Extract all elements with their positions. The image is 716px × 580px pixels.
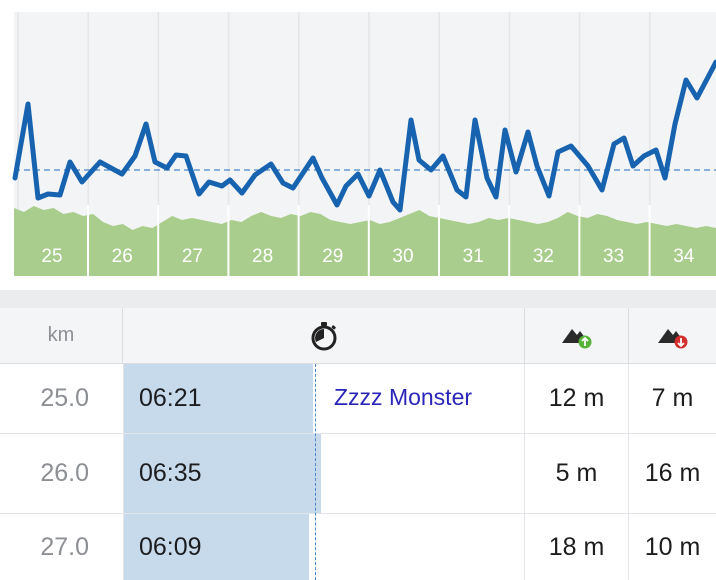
split-row[interactable]: 26.0 06:35 5 m 16 m bbox=[0, 434, 716, 514]
split-pace-cell: 06:09 bbox=[123, 514, 525, 580]
time-column-header[interactable] bbox=[123, 308, 525, 364]
split-km: 27.0 bbox=[40, 532, 89, 561]
pace-line bbox=[12, 59, 716, 213]
km-header-label: km bbox=[47, 324, 75, 346]
mountain-up-icon bbox=[561, 328, 591, 348]
split-descent: 7 m bbox=[651, 384, 694, 412]
split-ascent: 5 m bbox=[525, 434, 629, 513]
km-marker-label: 34 bbox=[673, 246, 695, 267]
km-marker-label: 32 bbox=[533, 246, 554, 267]
km-labels: 25 26 27 28 29 30 31 32 33 34 bbox=[41, 246, 694, 267]
split-ascent: 18 m bbox=[525, 514, 629, 580]
split-descent: 10 m bbox=[644, 532, 701, 561]
section-divider bbox=[0, 290, 716, 308]
km-marker-label: 28 bbox=[252, 246, 273, 267]
split-row[interactable]: 27.0 06:09 18 m 10 m bbox=[0, 514, 716, 580]
ascent-column-header[interactable] bbox=[525, 308, 629, 364]
stopwatch-icon bbox=[311, 321, 336, 350]
km-marker-label: 25 bbox=[41, 246, 62, 267]
km-marker-label: 31 bbox=[463, 246, 484, 267]
mountain-down-icon bbox=[657, 328, 687, 348]
pace-bar bbox=[124, 364, 313, 433]
split-pace: 06:21 bbox=[139, 384, 202, 412]
pace-chart[interactable]: 25 26 27 28 29 30 31 32 33 34 bbox=[0, 0, 716, 290]
average-pace-marker bbox=[315, 364, 316, 580]
km-marker-label: 27 bbox=[182, 246, 203, 267]
elevation-area bbox=[14, 206, 716, 276]
split-descent: 16 m bbox=[644, 459, 701, 487]
km-dividers bbox=[87, 205, 651, 276]
km-marker-label: 26 bbox=[112, 246, 133, 267]
split-row[interactable]: 25.0 06:21 Zzzz Monster 12 m 7 m bbox=[0, 364, 716, 434]
km-column-header[interactable]: km bbox=[0, 308, 123, 364]
pace-chart-svg: 25 26 27 28 29 30 31 32 33 34 bbox=[12, 12, 716, 276]
splits-table: km 25.0 06:21 Zzzz Monster 12 m 7 bbox=[0, 308, 716, 580]
km-marker-label: 30 bbox=[392, 246, 413, 267]
split-pace-cell: 06:35 bbox=[123, 434, 525, 513]
split-km: 26.0 bbox=[40, 459, 89, 487]
split-pace-cell: 06:21 Zzzz Monster bbox=[123, 364, 525, 433]
pace-bar bbox=[124, 434, 321, 513]
pace-bar bbox=[124, 514, 309, 580]
km-marker-label: 33 bbox=[603, 246, 624, 267]
km-marker-label: 29 bbox=[322, 246, 343, 267]
split-ascent: 12 m bbox=[525, 364, 629, 433]
split-pace: 06:09 bbox=[139, 532, 202, 561]
split-pace: 06:35 bbox=[139, 459, 202, 487]
descent-column-header[interactable] bbox=[629, 308, 716, 364]
split-note[interactable]: Zzzz Monster bbox=[334, 384, 473, 410]
split-km: 25.0 bbox=[40, 384, 89, 412]
